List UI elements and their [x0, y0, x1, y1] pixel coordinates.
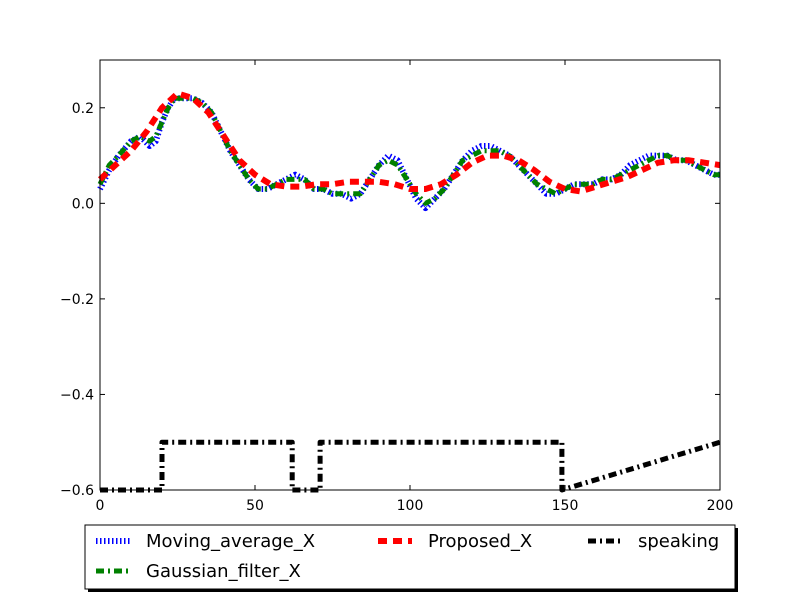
x-tick-label: 200: [707, 498, 734, 514]
legend-label: speaking: [638, 531, 719, 552]
x-tick-label: 150: [552, 498, 579, 514]
axis-ticks: 0 50 100 150 200 −0.6 −0.4 −0.2 0.0 0.2: [60, 60, 733, 514]
legend: Moving_average_X Proposed_X speaking Gaussi…: [84, 524, 738, 592]
x-tick-label: 50: [246, 498, 264, 514]
y-tick-label: −0.4: [60, 387, 94, 403]
x-tick-label: 100: [397, 498, 424, 514]
series-line-proposed-x: [97, 90, 721, 195]
y-tick-label: 0.2: [72, 101, 94, 117]
y-tick-label: −0.6: [60, 483, 94, 499]
y-tick-label: −0.2: [60, 292, 94, 308]
plot-area: [97, 59, 721, 493]
legend-frame: [84, 524, 736, 590]
y-tick-label: 0.0: [72, 196, 94, 212]
legend-label: Proposed_X: [428, 531, 532, 552]
x-tick-label: 0: [96, 498, 105, 514]
legend-label: Moving_average_X: [146, 531, 315, 552]
plot-background: [100, 60, 720, 490]
legend-label: Gaussian_filter_X: [146, 561, 301, 582]
